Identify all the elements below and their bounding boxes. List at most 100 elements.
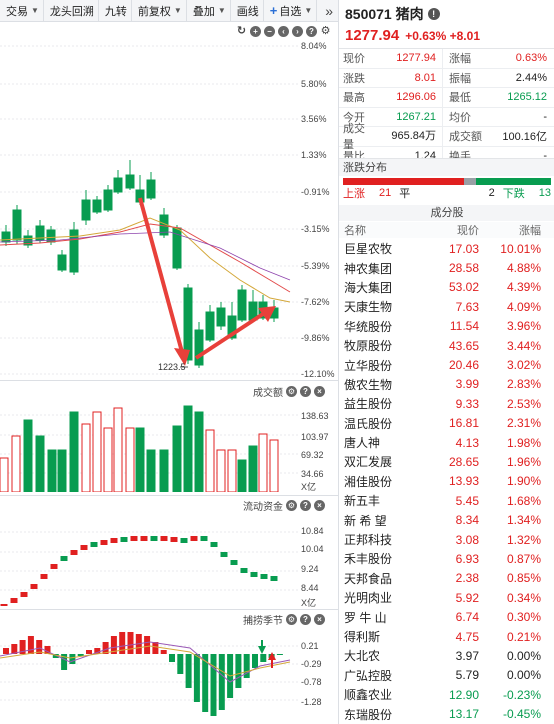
list-item[interactable]: 东瑞股份 13.17 -0.45% [339,704,554,723]
list-item[interactable]: 顺鑫农业 12.90 -0.23% [339,685,554,704]
list-item[interactable]: 温氏股份 16.81 2.31% [339,414,554,433]
list-item[interactable]: 禾丰股份 6.93 0.87% [339,549,554,568]
column-name[interactable]: 名称 [344,225,366,237]
list-item[interactable]: 唐人神 4.13 1.98% [339,433,554,452]
toolbar-trade[interactable]: 交易 ▼ [0,0,44,22]
close-icon[interactable]: × [314,614,325,625]
stock-change: 1.68% [506,493,541,508]
toolbar-overlay[interactable]: 叠加 ▼ [187,0,231,22]
list-item[interactable]: 双汇发展 28.65 1.96% [339,452,554,471]
column-pct[interactable]: 涨幅 [519,225,541,237]
stock-price: 3.08 [455,532,479,547]
settings-icon[interactable]: ⚙ [320,25,331,37]
list-item[interactable]: 益生股份 9.33 2.53% [339,394,554,413]
close-icon[interactable]: × [314,500,325,511]
settings-icon[interactable]: ⚙ [286,386,297,397]
stock-name: 新五丰 [344,494,381,509]
candle [23,235,33,246]
help-icon[interactable]: ? [300,500,311,511]
list-item[interactable]: 新 希 望 8.34 1.34% [339,510,554,529]
kline-chart[interactable]: 1223.5 [0,40,300,378]
list-item[interactable]: 天邦食品 2.38 0.85% [339,569,554,588]
list-item[interactable]: 牧原股份 43.65 3.44% [339,336,554,355]
flow-bar [250,572,258,577]
more-icon[interactable]: » [325,2,333,19]
quote-value: 965.84万 [375,127,443,146]
flow-chart [0,531,298,606]
kline-tick-label: -5.39% [301,261,330,271]
list-item[interactable]: 得利斯 4.75 0.21% [339,627,554,646]
toolbar-leader-trace[interactable]: 龙头回溯 [44,0,99,22]
volume-bar [47,449,57,492]
season-bar [69,654,76,664]
list-item[interactable]: 神农集团 28.58 4.88% [339,258,554,277]
help-icon[interactable]: ? [300,386,311,397]
toolbar-leader-trace-label: 龙头回溯 [49,5,94,18]
candle [92,199,102,213]
stock-name: 东瑞股份 [344,707,393,722]
flow-tick-label: X亿 [301,598,317,608]
volume-bar [135,427,145,492]
volume-bar [23,419,33,492]
list-item[interactable]: 巨星农牧 17.03 10.01% [339,239,554,258]
forward-icon[interactable]: › [292,26,303,37]
season-bar [218,654,225,710]
flow-bar [70,550,78,555]
close-icon[interactable]: × [314,386,325,397]
kline-tick-label: -7.62% [301,297,330,307]
settings-icon[interactable]: ⚙ [286,500,297,511]
stock-name: 大北农 [344,649,381,664]
stock-name: 湘佳股份 [344,474,393,489]
help-icon[interactable]: ? [300,614,311,625]
list-item[interactable]: 海大集团 53.02 4.39% [339,278,554,297]
toolbar-adjust[interactable]: 前复权 ▼ [132,0,187,22]
back-icon[interactable]: ‹ [278,26,289,37]
toolbar-adjust-label: 前复权 [137,5,171,18]
quote-label: 成交量 [343,123,365,152]
candle [183,287,193,361]
flow-bar [190,536,198,541]
stock-price: 4.13 [455,435,479,450]
list-item[interactable]: 傲农生物 3.99 2.83% [339,375,554,394]
refresh-icon[interactable]: ↻ [236,25,247,37]
toolbar-watchlist-label: 自选 [279,5,302,18]
volume-bar [183,405,193,492]
list-item[interactable]: 天康生物 7.63 4.09% [339,297,554,316]
trend-arrow [194,310,268,360]
flow-bar [230,560,238,565]
toolbar-watchlist[interactable]: + 自选 ▼ [264,0,318,22]
toolbar-nine-turn[interactable]: 九转 [99,0,132,22]
list-item[interactable]: 光明肉业 5.92 0.34% [339,588,554,607]
list-item[interactable]: 立华股份 20.46 3.02% [339,355,554,374]
list-item[interactable]: 罗 牛 山 6.74 0.30% [339,607,554,626]
zoom-out-icon[interactable]: − [264,26,275,37]
volume-bar [269,439,279,492]
season-bar [3,648,9,654]
arrow-head-icon [174,348,190,366]
stock-change: 0.30% [506,610,541,625]
toolbar-draw[interactable]: 画线 [231,0,264,22]
stock-name: 巨星农牧 [344,242,393,257]
list-item[interactable]: 新五丰 5.45 1.68% [339,491,554,510]
components-header: 名称 现价 涨幅 [339,222,554,238]
volume-bar [69,411,79,492]
stock-change: 1.90% [506,474,541,489]
list-item[interactable]: 湘佳股份 13.93 1.90% [339,472,554,491]
zoom-in-icon[interactable]: + [250,26,261,37]
settings-icon[interactable]: ⚙ [286,614,297,625]
volume-bar [57,449,67,492]
info-icon[interactable]: ! [427,8,440,20]
stock-price: 20.46 [448,358,479,373]
help-icon[interactable]: ? [306,26,317,37]
stock-code-name: 850071 猪肉 [345,6,424,22]
stock-price: 4.75 [455,629,479,644]
distribution-title: 涨跌分布 [339,158,554,176]
list-item[interactable]: 大北农 3.97 0.00% [339,646,554,665]
quote-panel: 850071 猪肉 ! 1277.94 +0.63% +8.01 现价 1277.… [338,0,554,724]
stock-name: 顺鑫农业 [344,688,393,703]
list-item[interactable]: 广弘控股 5.79 0.00% [339,666,554,685]
list-item[interactable]: 华统股份 11.54 3.96% [339,317,554,336]
column-price[interactable]: 现价 [457,225,479,237]
stock-price: 2.38 [455,571,479,586]
list-item[interactable]: 正邦科技 3.08 1.32% [339,530,554,549]
